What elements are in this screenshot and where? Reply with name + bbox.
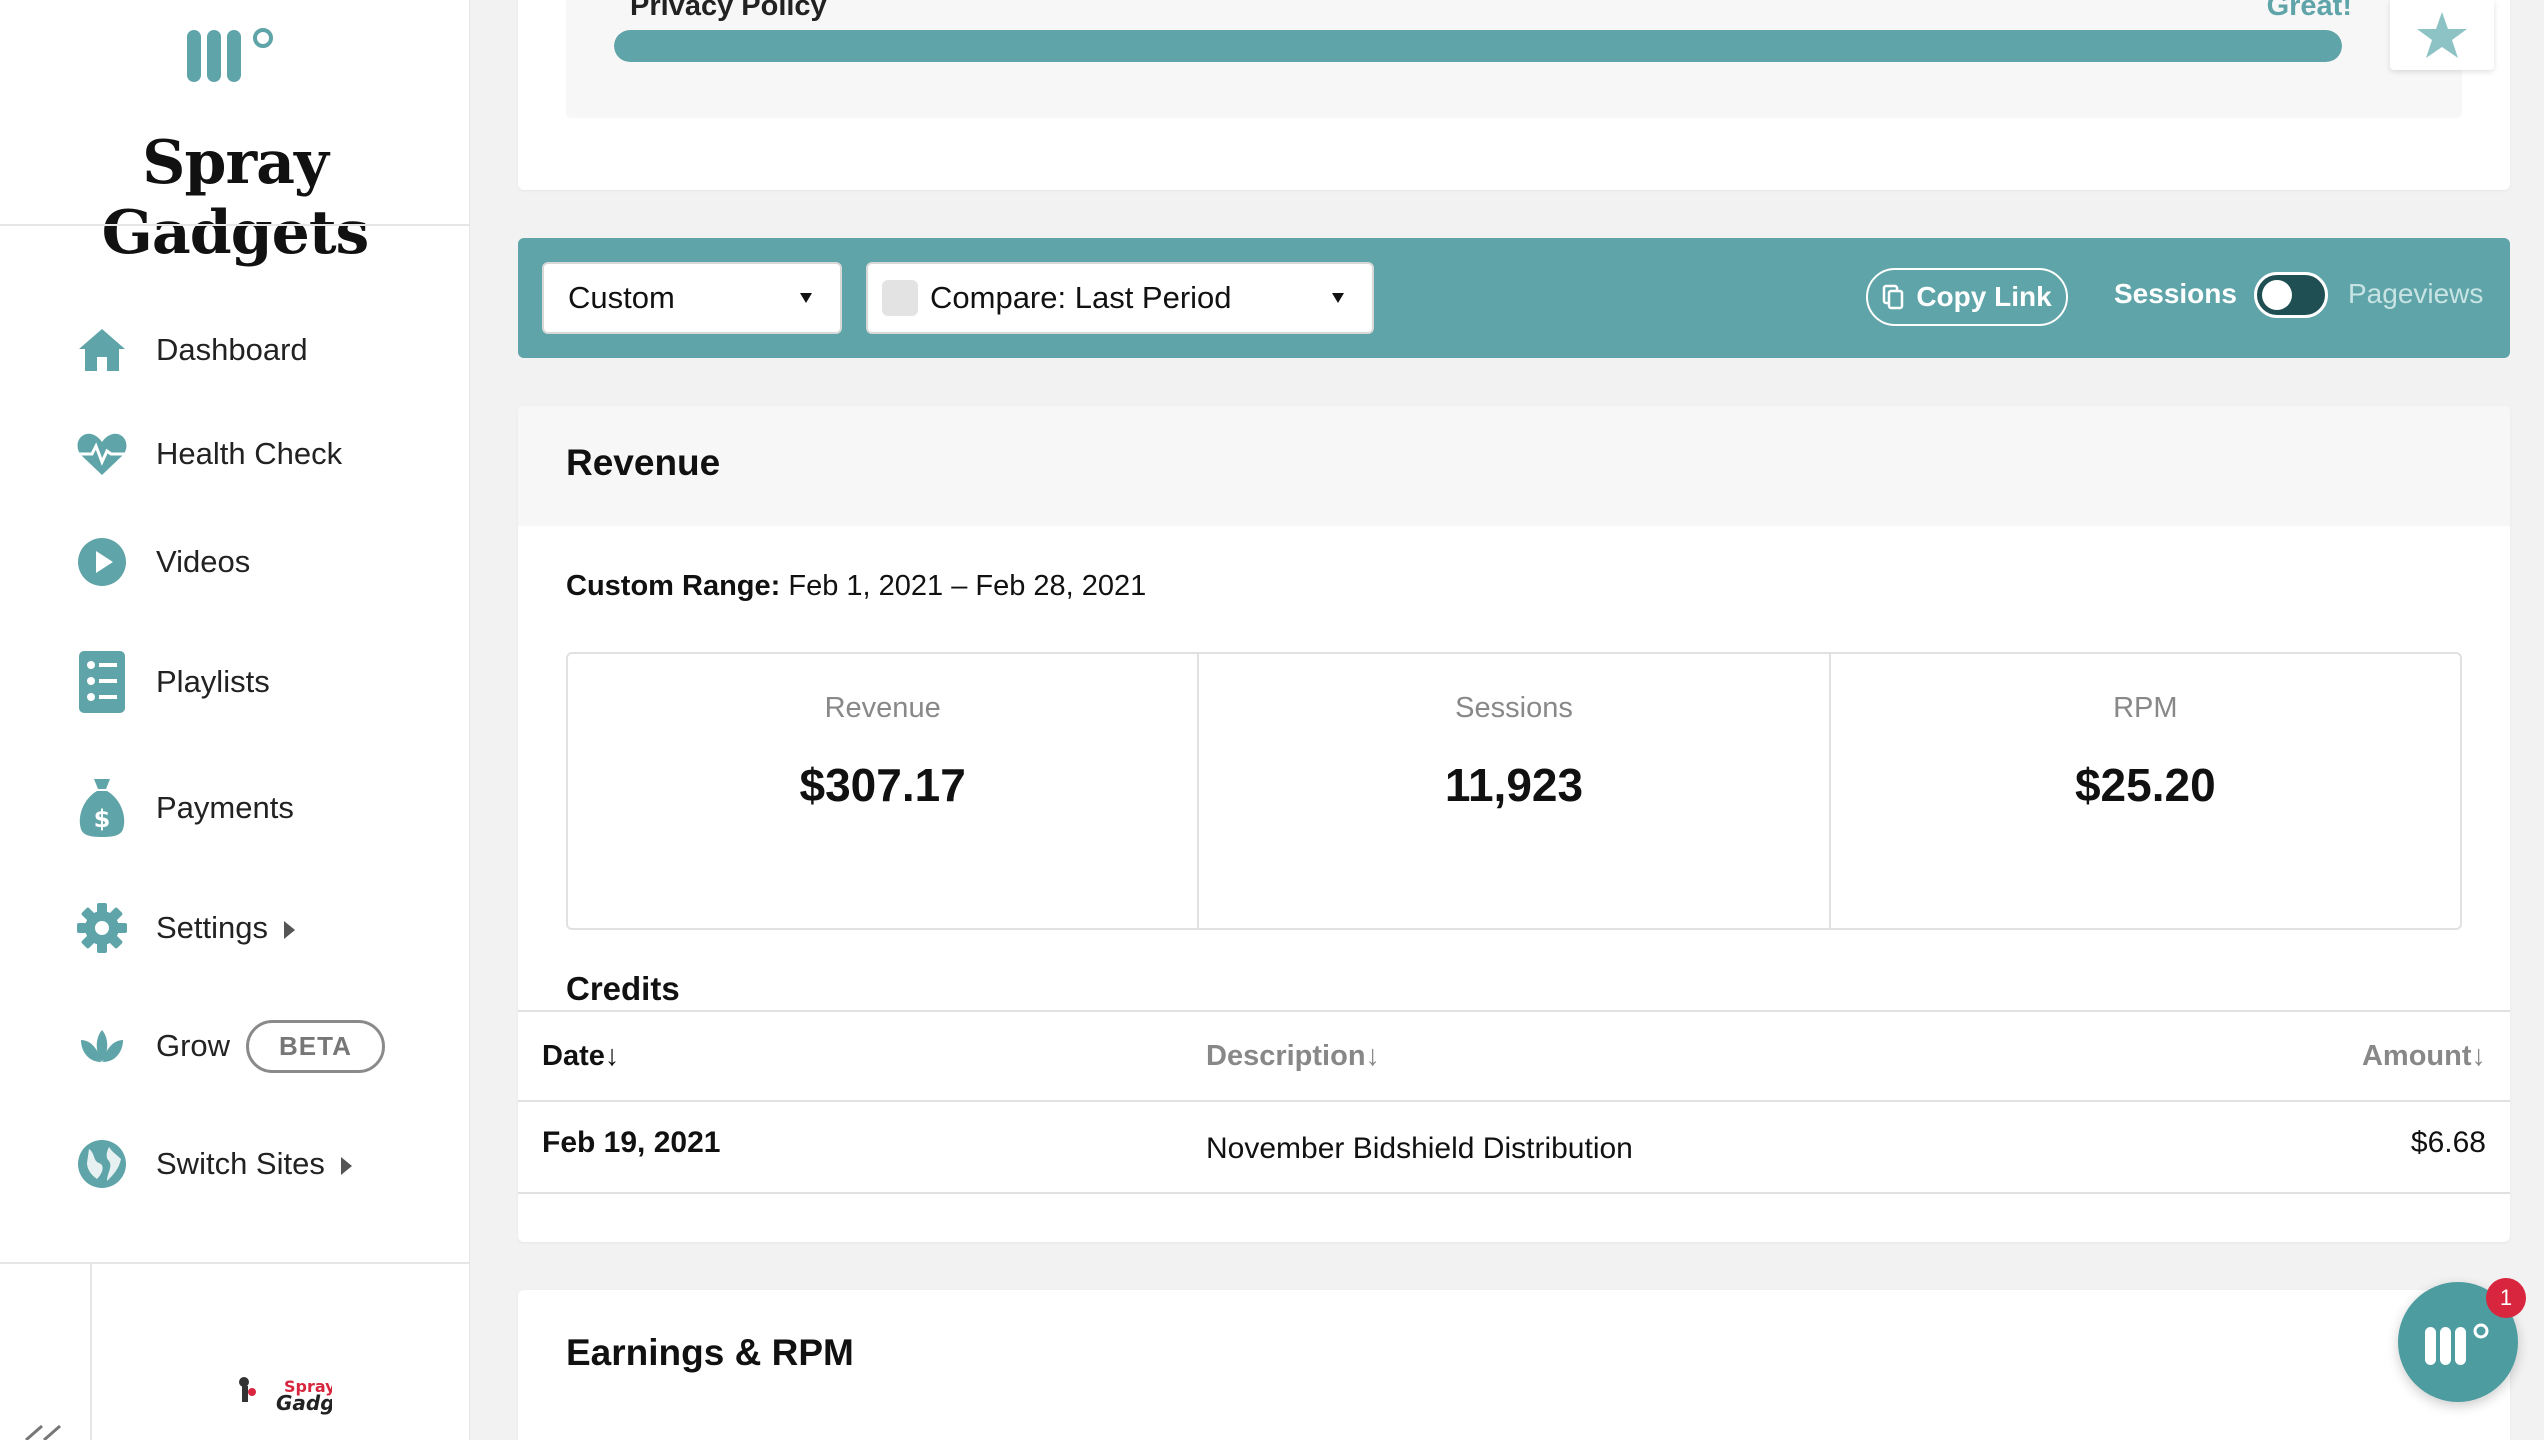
heartbeat-icon [76, 428, 128, 480]
copy-link-label: Copy Link [1916, 281, 2052, 312]
pageviews-toggle-label: Pageviews [2348, 278, 2484, 309]
table-row: Feb 19, 2021 November Bidshield Distribu… [518, 1102, 2510, 1194]
table-header: Date↓ Description↓ Amount↓ [518, 1010, 2510, 1102]
stat-label: Revenue [824, 692, 941, 724]
row-date: Feb 19, 2021 [542, 1126, 721, 1159]
sidebar-item-grow[interactable]: Grow BETA [0, 1006, 470, 1086]
stat-label: RPM [2113, 692, 2178, 724]
dropdown-arrow-icon [800, 293, 812, 303]
svg-text:Gadgets: Gadgets [276, 1391, 332, 1415]
revenue-header: Revenue [518, 406, 2510, 526]
column-header-label: Description [1206, 1040, 1366, 1072]
sidebar-item-videos[interactable]: Videos [0, 522, 470, 602]
compare-select-value: Compare: Last Period [930, 280, 1232, 315]
money-bag-icon: $ [76, 779, 128, 837]
credits-table: Date↓ Description↓ Amount↓ Feb 19, 2021 … [518, 1010, 2510, 1194]
home-icon [76, 324, 128, 376]
sidebar-item-label: Payments [156, 790, 294, 825]
switch-sites-label: Switch Sites [156, 1146, 325, 1181]
revenue-title: Revenue [566, 442, 721, 483]
sort-arrow-icon: ↓ [604, 1040, 620, 1072]
policy-progress-panel: Privacy Policy Great! [566, 0, 2462, 118]
column-header-label: Amount [2361, 1040, 2472, 1072]
gear-icon [76, 902, 128, 954]
credits-title: Credits [566, 970, 680, 1007]
policy-card: Privacy Policy Great! [518, 0, 2510, 190]
sidebar-item-health-check[interactable]: Health Check [0, 414, 470, 494]
chevron-right-icon [340, 1156, 352, 1175]
stat-rpm: RPM $25.20 [1831, 654, 2460, 928]
sidebar-item-settings[interactable]: Settings [0, 888, 470, 968]
sort-arrow-icon: ↓ [1365, 1040, 1381, 1072]
sessions-toggle-label: Sessions [2114, 278, 2237, 309]
earnings-card: Earnings & RPM [518, 1290, 2510, 1440]
copy-link-button[interactable]: Copy Link [1866, 268, 2068, 326]
row-amount: $6.68 [2410, 1126, 2486, 1159]
brand-logo-icon[interactable] [183, 18, 283, 88]
play-icon [76, 536, 128, 588]
copy-icon [1883, 284, 1904, 310]
site-thumbnail-logo[interactable]: Spray Gadgets [232, 1362, 332, 1420]
stat-revenue: Revenue $307.17 [568, 654, 1200, 928]
sidebar-item-payments[interactable]: $ Payments [0, 768, 470, 848]
sessions-pageviews-toggle[interactable] [2254, 272, 2328, 318]
dropdown-arrow-icon [1332, 293, 1344, 303]
favorite-star-button[interactable] [2390, 0, 2494, 70]
row-description: November Bidshield Distribution [1206, 1132, 1633, 1165]
sidebar-divider-vertical [90, 1264, 92, 1440]
sidebar-item-label: Health Check [156, 436, 343, 471]
sidebar-divider [0, 1262, 470, 1264]
globe-icon [76, 1138, 128, 1190]
compare-checkbox[interactable] [882, 280, 918, 316]
custom-range-label: Custom Range: [566, 570, 781, 602]
stat-label: Sessions [1455, 692, 1573, 724]
notification-badge: 1 [2486, 1278, 2526, 1318]
svg-text:$: $ [94, 805, 111, 833]
sidebar-item-label: Grow [156, 1028, 231, 1063]
stat-value: $307.17 [799, 759, 966, 811]
svg-text:Spray: Spray [284, 1377, 332, 1396]
sort-arrow-icon: ↓ [2471, 1040, 2487, 1072]
sidebar-item-switch-sites[interactable]: Switch Sites [0, 1124, 470, 1204]
column-header-description[interactable]: Description↓ [1206, 1040, 1380, 1073]
site-title: Spray Gadgets [101, 128, 370, 268]
earnings-title: Earnings & RPM [566, 1332, 854, 1373]
settings-label: Settings [156, 910, 269, 945]
sidebar-item-label: Switch Sites [156, 1146, 352, 1182]
sidebar-item-label: Playlists [156, 664, 270, 699]
column-header-date[interactable]: Date↓ [542, 1040, 619, 1073]
period-select[interactable]: Custom [542, 262, 842, 334]
lotus-icon [76, 1020, 128, 1072]
compare-select[interactable]: Compare: Last Period [866, 262, 1374, 334]
policy-label: Privacy Policy [630, 0, 827, 22]
brand-logo-icon [2425, 1323, 2489, 1365]
revenue-card: Revenue Custom Range: Feb 1, 2021 – Feb … [518, 406, 2510, 1242]
stat-sessions: Sessions 11,923 [1199, 654, 1831, 928]
toggle-knob [2262, 280, 2292, 310]
policy-progress-fill [614, 30, 2342, 62]
sidebar-item-dashboard[interactable]: Dashboard [0, 310, 470, 390]
custom-range: Custom Range: Feb 1, 2021 – Feb 28, 2021 [566, 570, 1146, 603]
sidebar-item-label: Settings [156, 910, 296, 946]
sidebar-item-label: Dashboard [156, 332, 308, 367]
chevron-right-icon [284, 920, 296, 939]
sidebar-item-playlists[interactable]: Playlists [0, 642, 470, 722]
column-header-amount[interactable]: Amount↓ [2362, 1040, 2486, 1073]
collapse-sidebar-icon[interactable] [22, 1418, 68, 1440]
stat-value: 11,923 [1444, 759, 1584, 811]
sidebar: Spray Gadgets Dashboard Health Check Vid… [0, 0, 470, 1440]
column-header-label: Date [542, 1040, 605, 1072]
policy-progress-bar [614, 30, 2342, 62]
star-icon [2417, 12, 2467, 58]
stats-summary: Revenue $307.17 Sessions 11,923 RPM $25.… [566, 652, 2462, 930]
list-icon [76, 651, 128, 713]
sidebar-item-label: Videos [156, 544, 251, 579]
beta-badge: BETA [246, 1019, 385, 1073]
period-select-value: Custom [568, 280, 675, 315]
policy-status: Great! [2266, 0, 2352, 22]
stat-value: $25.20 [2074, 759, 2216, 811]
sidebar-divider [0, 224, 470, 226]
custom-range-value: Feb 1, 2021 – Feb 28, 2021 [788, 570, 1147, 602]
filter-bar: Custom Compare: Last Period Copy Link Se… [518, 238, 2510, 358]
